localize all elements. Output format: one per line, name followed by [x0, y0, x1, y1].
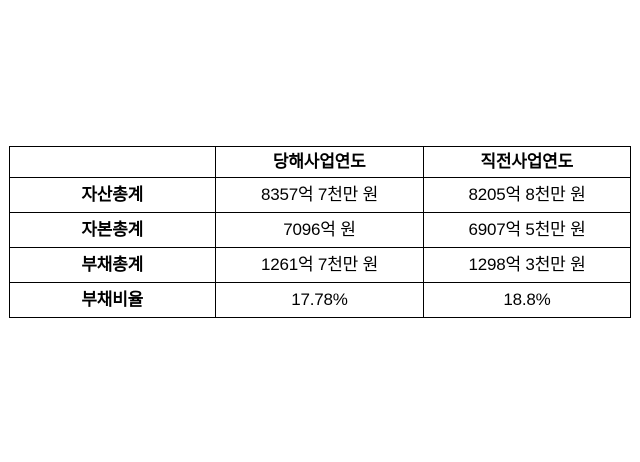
row-label-total-assets: 자산총계	[9, 177, 216, 213]
table-row: 자산총계 8357억 7천만 원 8205억 8천만 원	[9, 177, 631, 213]
table-row: 자본총계 7096억 원 6907억 5천만 원	[9, 212, 631, 248]
row-label-debt-ratio: 부채비율	[9, 282, 216, 318]
table-header: 당해사업연도 직전사업연도	[9, 146, 631, 178]
cell-total-liabilities-previous-year: 1298억 3천만 원	[423, 247, 631, 283]
column-header-previous-year: 직전사업연도	[423, 146, 631, 178]
table-header-row: 당해사업연도 직전사업연도	[9, 146, 631, 178]
cell-total-equity-current-year: 7096억 원	[215, 212, 424, 248]
cell-total-liabilities-current-year: 1261억 7천만 원	[215, 247, 424, 283]
row-label-total-liabilities: 부채총계	[9, 247, 216, 283]
cell-total-equity-previous-year: 6907억 5천만 원	[423, 212, 631, 248]
table-row: 부채총계 1261억 7천만 원 1298억 3천만 원	[9, 247, 631, 283]
financial-summary-table: 당해사업연도 직전사업연도 자산총계 8357억 7천만 원 8205억 8천만…	[9, 146, 631, 318]
cell-total-assets-current-year: 8357억 7천만 원	[215, 177, 424, 213]
table-body: 자산총계 8357억 7천만 원 8205억 8천만 원 자본총계 7096억 …	[9, 177, 631, 318]
cell-debt-ratio-current-year: 17.78%	[215, 282, 424, 318]
table-corner-cell	[9, 146, 216, 178]
financial-summary-table-container: 당해사업연도 직전사업연도 자산총계 8357억 7천만 원 8205억 8천만…	[9, 146, 631, 318]
row-label-total-equity: 자본총계	[9, 212, 216, 248]
column-header-current-year: 당해사업연도	[215, 146, 424, 178]
cell-total-assets-previous-year: 8205억 8천만 원	[423, 177, 631, 213]
cell-debt-ratio-previous-year: 18.8%	[423, 282, 631, 318]
table-row: 부채비율 17.78% 18.8%	[9, 282, 631, 318]
